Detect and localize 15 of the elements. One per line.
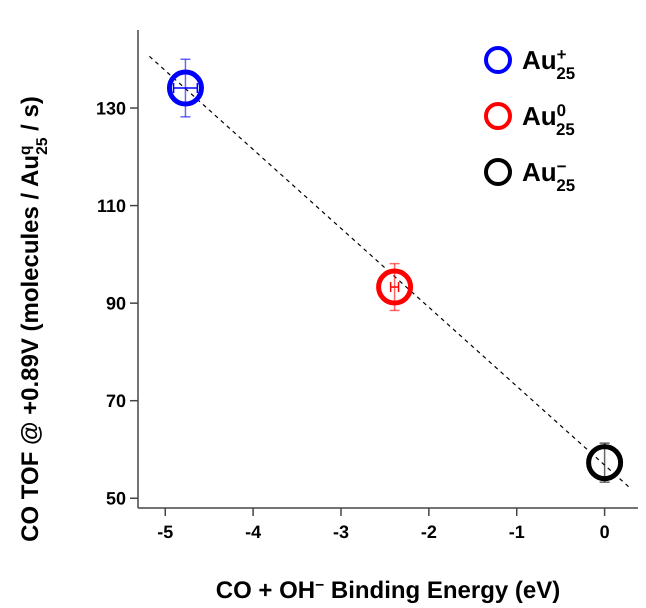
point [166, 70, 204, 107]
y-tick-label: 50 [106, 488, 126, 509]
y-tick-label: 90 [106, 293, 126, 314]
x-tick-label: -1 [508, 522, 525, 542]
y-tick-label: 70 [106, 390, 126, 411]
point [376, 268, 414, 306]
x-tick-label: -5 [157, 522, 174, 542]
x-tick-label: -2 [420, 522, 437, 542]
y-tick-label: 110 [96, 196, 126, 216]
x-tick-label: 0 [600, 522, 610, 542]
x-tick-label: -4 [245, 522, 262, 542]
x-tick-label: -3 [332, 522, 349, 542]
x-axis-title: CO + OH$^{−}$ Binding Energy (eV) [216, 576, 560, 604]
y-tick-label: 130 [96, 98, 126, 118]
point [586, 444, 624, 482]
